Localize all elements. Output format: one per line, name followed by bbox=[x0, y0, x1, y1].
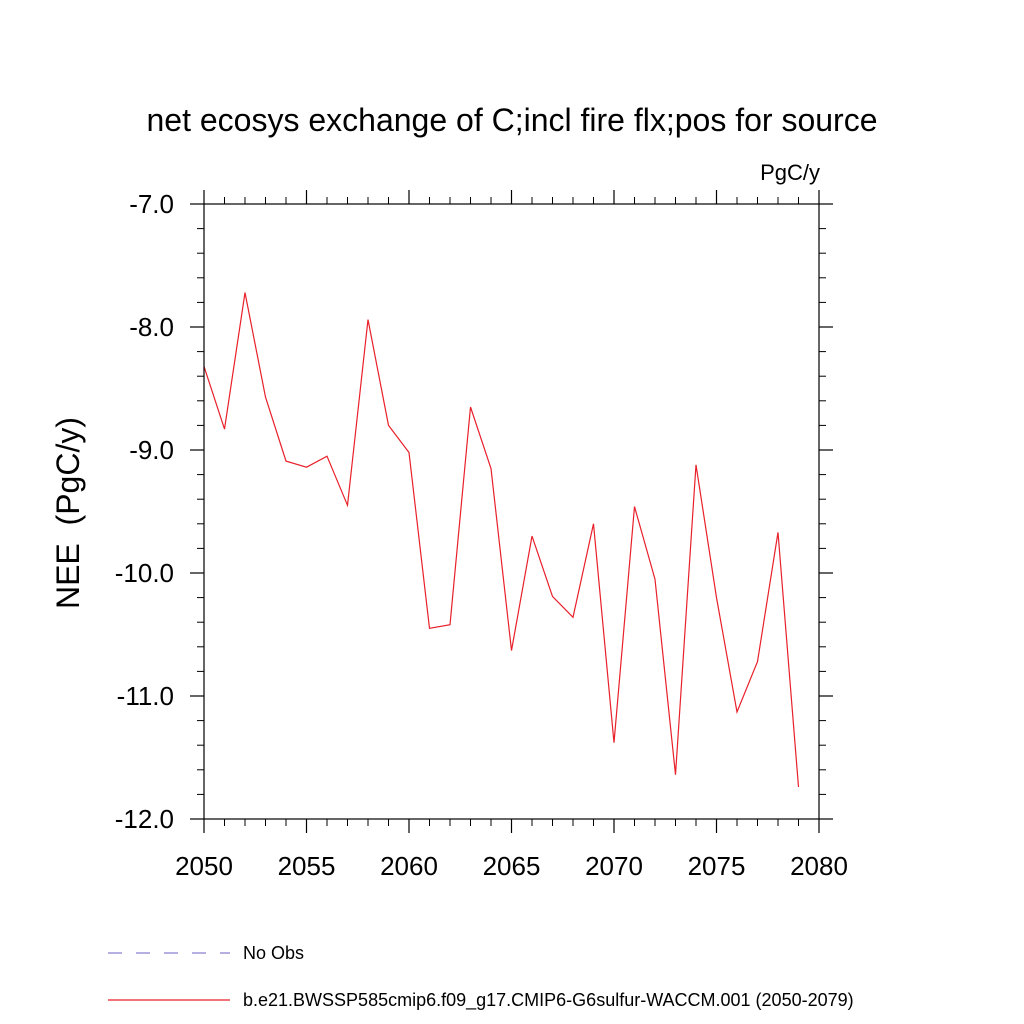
x-major-ticks bbox=[203, 190, 820, 833]
y-tick-label: -7.0 bbox=[129, 189, 174, 219]
x-tick-label: 2080 bbox=[790, 851, 848, 881]
x-tick-label: 2075 bbox=[688, 851, 746, 881]
y-tick-label: -8.0 bbox=[129, 312, 174, 342]
y-tick-label: -9.0 bbox=[129, 435, 174, 465]
y-tick-labels: -7.0 -8.0 -9.0 -10.0 -11.0 -12.0 bbox=[115, 189, 174, 834]
legend: No Obs b.e21.BWSSP585cmip6.f09_g17.CMIP6… bbox=[108, 943, 854, 1011]
y-minor-ticks bbox=[197, 203, 826, 820]
y-tick-label: -11.0 bbox=[117, 681, 174, 711]
y-major-ticks bbox=[190, 203, 833, 820]
x-tick-label: 2050 bbox=[175, 851, 233, 881]
x-minor-ticks bbox=[203, 197, 820, 826]
legend-label-no-obs: No Obs bbox=[243, 943, 304, 963]
x-tick-label: 2065 bbox=[483, 851, 541, 881]
x-tick-label: 2070 bbox=[585, 851, 643, 881]
legend-label-model: b.e21.BWSSP585cmip6.f09_g17.CMIP6-G6sulf… bbox=[243, 990, 854, 1011]
units-label: PgC/y bbox=[760, 160, 820, 185]
plot-frame bbox=[203, 203, 820, 820]
x-tick-label: 2055 bbox=[278, 851, 336, 881]
y-tick-label: -12.0 bbox=[115, 804, 174, 834]
x-tick-label: 2060 bbox=[380, 851, 438, 881]
y-tick-label: -10.0 bbox=[115, 558, 174, 588]
x-tick-labels: 2050 2055 2060 2065 2070 2075 2080 bbox=[175, 851, 848, 881]
chart-title: net ecosys exchange of C;incl fire flx;p… bbox=[146, 102, 877, 138]
series-line-model bbox=[203, 292, 800, 788]
y-axis-label: NEE (PgC/y) bbox=[50, 417, 86, 609]
